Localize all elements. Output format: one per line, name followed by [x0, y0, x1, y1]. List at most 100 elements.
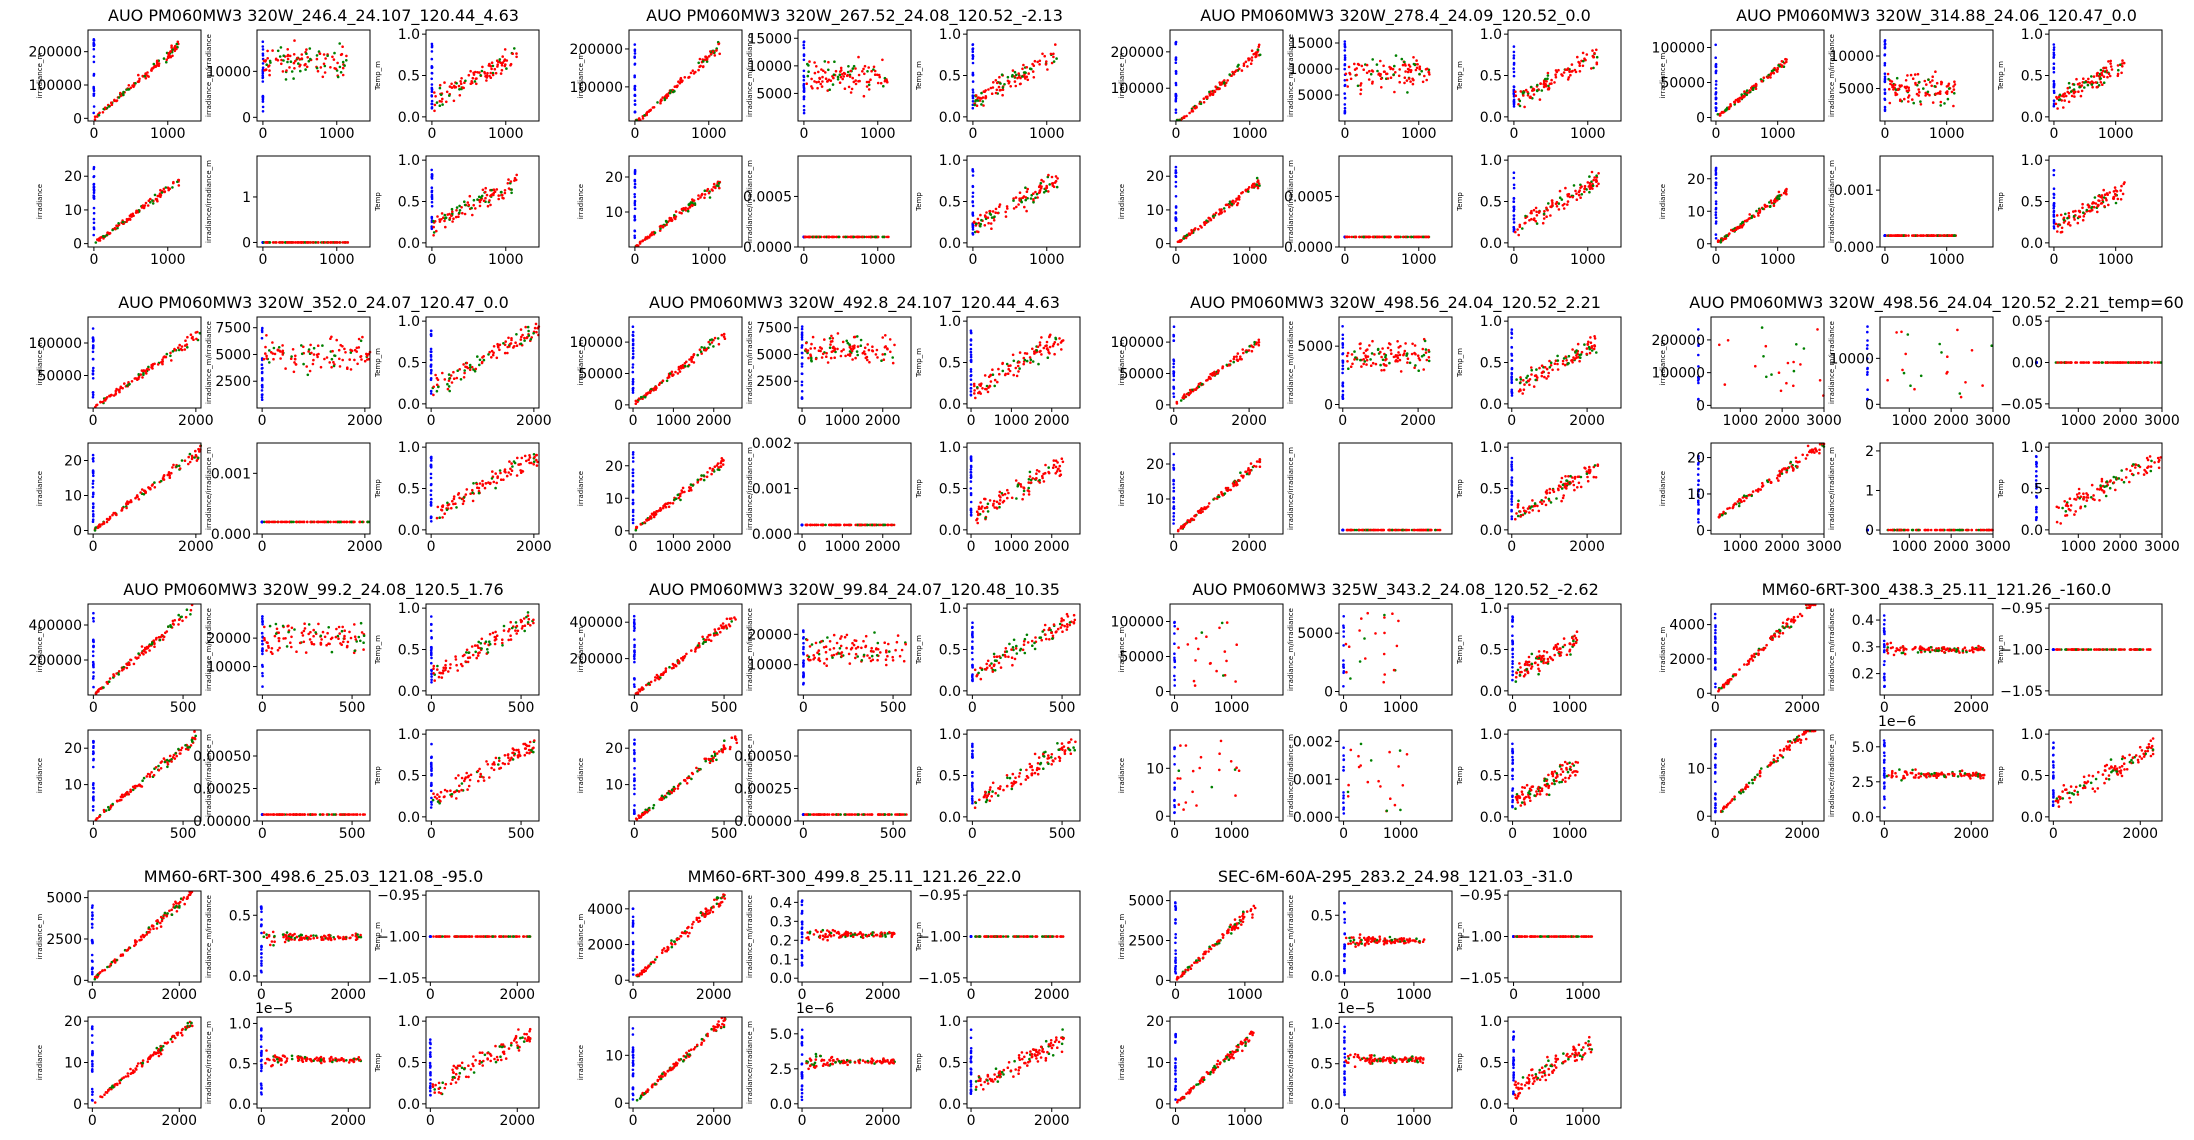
data-point: [320, 366, 323, 369]
y-tick-label: 0: [242, 110, 251, 126]
data-point: [1900, 234, 1903, 237]
data-point: [1939, 104, 1942, 107]
data-point: [803, 40, 806, 43]
data-point: [1007, 372, 1010, 375]
data-point: [1943, 102, 1946, 105]
data-point: [1043, 55, 1046, 58]
data-point: [305, 48, 308, 51]
data-point: [167, 57, 170, 60]
data-point: [634, 50, 637, 53]
data-point: [803, 83, 806, 86]
y-axis-label: irradiance: [577, 184, 585, 219]
y-tick-label: 0.5: [939, 195, 961, 211]
data-point: [94, 115, 97, 118]
y-tick-label: 0.5: [398, 69, 420, 85]
data-point: [191, 458, 194, 461]
data-point: [2082, 211, 2085, 214]
data-point: [658, 509, 661, 512]
data-point: [486, 194, 489, 197]
data-point: [491, 470, 494, 473]
data-point: [92, 369, 95, 372]
data-point: [1513, 62, 1516, 65]
data-point: [1185, 237, 1188, 240]
data-point: [123, 382, 126, 385]
y-axis-label: irradiance_m/irradiance: [746, 34, 754, 117]
data-point: [1943, 234, 1946, 237]
data-point: [1371, 81, 1374, 84]
y-tick-label: 5000: [756, 86, 792, 102]
data-point: [93, 90, 96, 93]
data-point: [324, 71, 327, 74]
data-point: [1582, 65, 1585, 68]
data-point: [439, 84, 442, 87]
data-point: [1224, 84, 1227, 87]
data-point: [1783, 192, 1786, 195]
data-point: [659, 382, 662, 385]
data-point: [170, 472, 173, 475]
data-point: [993, 385, 996, 388]
data-point: [1026, 360, 1029, 363]
data-point: [1952, 105, 1955, 108]
data-point: [299, 70, 302, 73]
data-point: [884, 353, 887, 356]
data-point: [1013, 360, 1016, 363]
data-point: [871, 345, 874, 348]
data-point: [152, 202, 155, 205]
data-point: [2120, 185, 2123, 188]
x-tick-label: 1000: [656, 539, 692, 555]
data-point: [463, 372, 466, 375]
data-point: [1211, 93, 1214, 96]
data-point: [632, 491, 635, 494]
data-point: [691, 201, 694, 204]
data-point: [1597, 183, 1600, 186]
data-point: [634, 103, 637, 106]
data-point: [1884, 77, 1887, 80]
data-point: [172, 350, 175, 353]
data-point: [857, 56, 860, 59]
data-point: [330, 366, 333, 369]
data-point: [1535, 207, 1538, 210]
data-point: [837, 236, 840, 239]
data-point: [881, 236, 884, 239]
data-point: [984, 224, 987, 227]
data-point: [1408, 64, 1411, 67]
data-point: [829, 343, 832, 346]
data-point: [265, 334, 268, 337]
data-point: [172, 182, 175, 185]
data-point: [989, 212, 992, 215]
data-point: [1258, 182, 1261, 185]
data-point: [523, 339, 526, 342]
data-point: [488, 199, 491, 202]
data-point: [634, 202, 637, 205]
data-point: [293, 67, 296, 70]
data-point: [2061, 227, 2064, 230]
data-point: [147, 204, 150, 207]
data-point: [1524, 215, 1527, 218]
data-point: [975, 223, 978, 226]
data-point: [432, 226, 435, 229]
y-tick-label: 15000: [747, 31, 792, 47]
y-axis-label: irradiance/irradiance_m: [1828, 160, 1836, 243]
data-point: [990, 87, 993, 90]
data-point: [659, 100, 662, 103]
data-point: [473, 73, 476, 76]
data-point: [484, 197, 487, 200]
data-point: [117, 222, 120, 225]
data-point: [122, 221, 125, 224]
data-point: [1569, 74, 1572, 77]
x-tick-label: 0: [1880, 126, 1889, 142]
data-point: [1015, 74, 1018, 77]
data-point: [706, 471, 709, 474]
data-point: [94, 118, 97, 121]
data-point: [1545, 207, 1548, 210]
data-point: [481, 70, 484, 73]
data-point: [441, 212, 444, 215]
data-point: [151, 364, 154, 367]
data-point: [1235, 198, 1238, 201]
data-point: [136, 211, 139, 214]
data-point: [515, 56, 518, 59]
data-point: [1393, 91, 1396, 94]
data-point: [1927, 91, 1930, 94]
y-axis-label: irradiance_m/irradiance: [1828, 34, 1836, 117]
